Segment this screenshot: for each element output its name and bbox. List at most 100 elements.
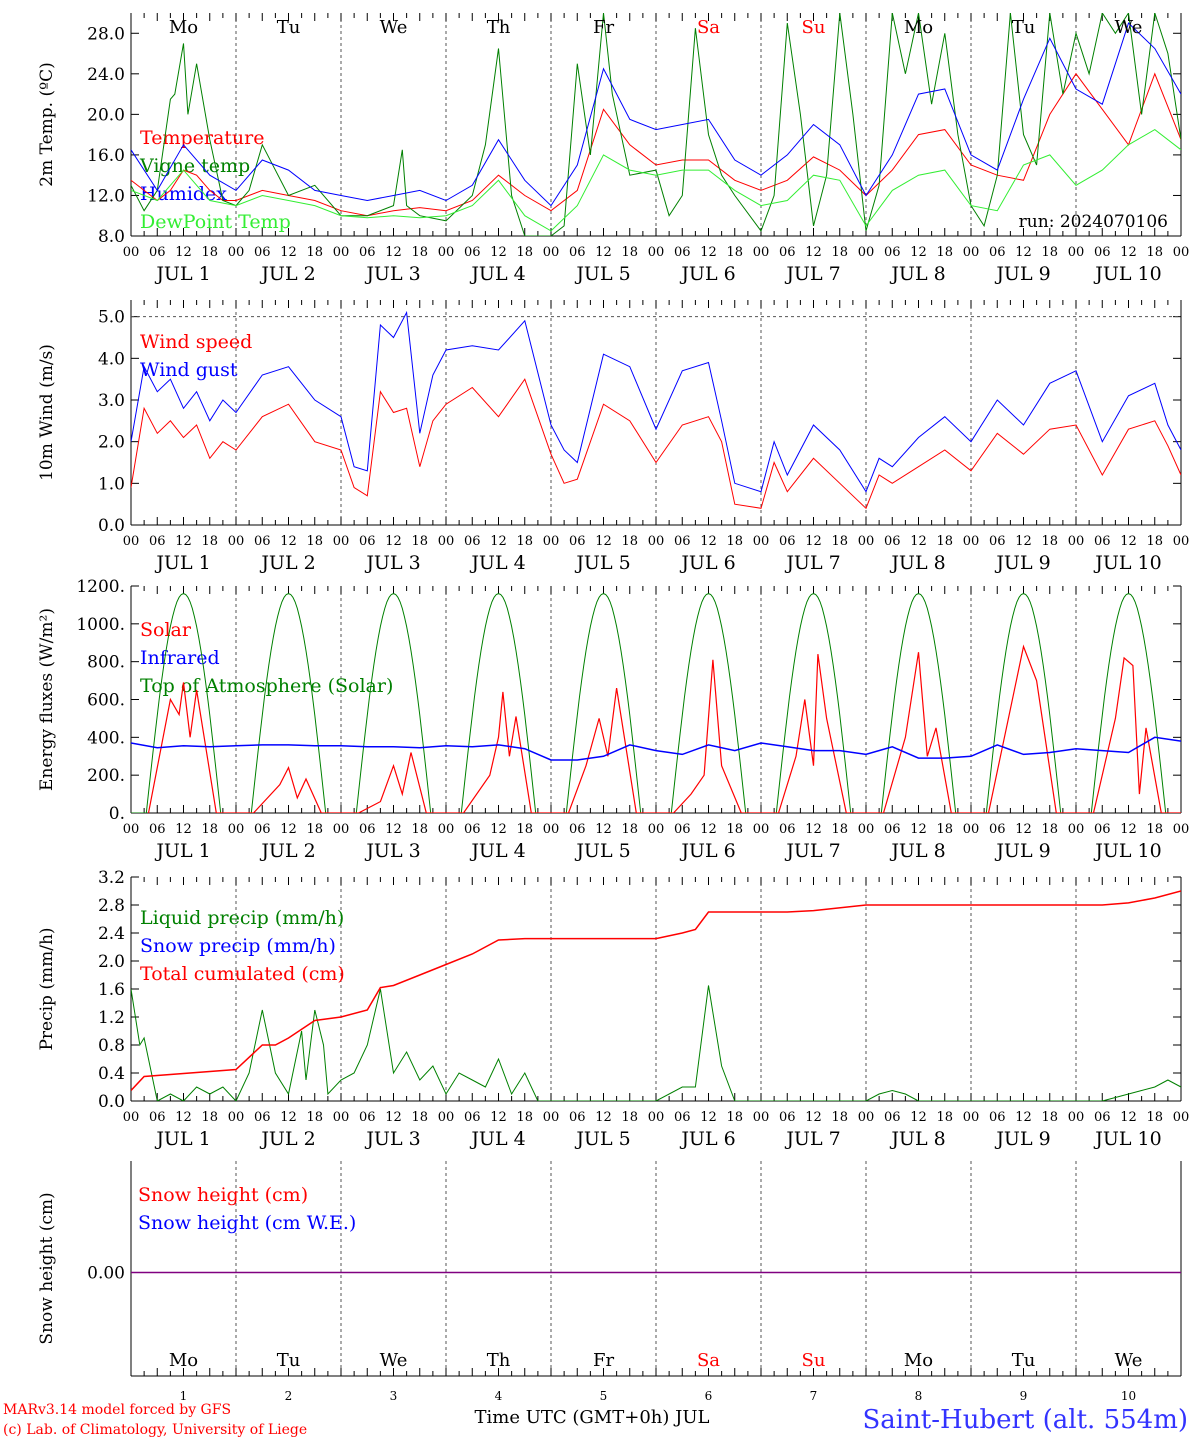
hour-tick-label: 12 bbox=[700, 822, 717, 837]
y-tick-label: 2.0 bbox=[98, 952, 125, 972]
hour-tick-label: 06 bbox=[149, 822, 166, 837]
hour-tick-label: 06 bbox=[464, 245, 481, 260]
series-line-liquid-precip-mm-h- bbox=[131, 985, 1181, 1101]
date-label: JUL 6 bbox=[679, 1128, 735, 1150]
hour-tick-label: 06 bbox=[149, 1110, 166, 1125]
credit-line-2: (c) Lab. of Climatology, University of L… bbox=[3, 1422, 307, 1438]
legend-entry: Wind speed bbox=[140, 331, 252, 353]
hour-tick-label: 00 bbox=[228, 1110, 245, 1125]
y-tick-label: 4.0 bbox=[98, 349, 125, 369]
panel-temperature: 8.0 12.0 16.0 20.0 24.0 28.0 2m Temp. (ºC) 00 06… bbox=[37, 13, 1189, 285]
day-number: 8 bbox=[915, 1389, 923, 1403]
hour-tick-label: 00 bbox=[963, 534, 980, 549]
hour-tick-label: 00 bbox=[648, 1110, 665, 1125]
hour-tick-label: 12 bbox=[175, 534, 192, 549]
y-tick-label: 0.8 bbox=[98, 1036, 125, 1056]
date-label: JUL 6 bbox=[679, 263, 735, 285]
date-label: JUL 3 bbox=[364, 263, 420, 285]
hour-tick-label: 00 bbox=[858, 245, 875, 260]
hour-tick-label: 00 bbox=[858, 1110, 875, 1125]
series-line-wind-gust bbox=[131, 310, 1181, 493]
hour-tick-label: 18 bbox=[831, 534, 848, 549]
hour-tick-label: 12 bbox=[280, 822, 297, 837]
day-name: Tu bbox=[277, 1350, 301, 1371]
day-name: Mo bbox=[169, 1350, 198, 1371]
hour-tick-label: 00 bbox=[123, 822, 140, 837]
date-label: JUL 9 bbox=[994, 552, 1050, 574]
hour-tick-label: 12 bbox=[1015, 822, 1032, 837]
hour-tick-label: 06 bbox=[674, 822, 691, 837]
hour-tick-label: 12 bbox=[910, 245, 927, 260]
day-name: Fr bbox=[593, 17, 614, 38]
legend-entry: Humidex bbox=[140, 183, 227, 205]
hour-tick-label: 00 bbox=[333, 245, 350, 260]
hour-tick-label: 06 bbox=[359, 822, 376, 837]
date-label: JUL 8 bbox=[889, 1128, 945, 1150]
hour-tick-label: 12 bbox=[175, 245, 192, 260]
date-label: JUL 2 bbox=[259, 840, 315, 862]
hour-tick-label: 00 bbox=[543, 1110, 560, 1125]
hour-tick-label: 18 bbox=[831, 245, 848, 260]
hour-tick-label: 18 bbox=[621, 534, 638, 549]
y-tick-label: 3.2 bbox=[98, 868, 125, 888]
hour-tick-label: 18 bbox=[306, 245, 323, 260]
run-label: run: 2024070106 bbox=[1019, 212, 1168, 232]
date-label: JUL 10 bbox=[1093, 840, 1161, 862]
hour-tick-label: 12 bbox=[280, 1110, 297, 1125]
hour-tick-label: 06 bbox=[674, 534, 691, 549]
hour-tick-label: 12 bbox=[385, 534, 402, 549]
legend-entry: DewPoint Temp bbox=[140, 211, 291, 233]
hour-tick-label: 06 bbox=[569, 534, 586, 549]
hour-tick-label: 18 bbox=[1041, 1110, 1058, 1125]
hour-tick-label: 00 bbox=[858, 534, 875, 549]
hour-tick-label: 18 bbox=[831, 822, 848, 837]
hour-tick-label: 00 bbox=[753, 245, 770, 260]
hour-tick-label: 12 bbox=[385, 245, 402, 260]
hour-tick-label: 00 bbox=[333, 1110, 350, 1125]
plot-area bbox=[131, 13, 1181, 236]
date-label: JUL 8 bbox=[889, 552, 945, 574]
hour-tick-label: 12 bbox=[700, 534, 717, 549]
y-tick-label: 0.00 bbox=[87, 1264, 125, 1284]
hour-tick-label: 06 bbox=[989, 1110, 1006, 1125]
hour-tick-label: 00 bbox=[963, 1110, 980, 1125]
day-number: 2 bbox=[285, 1389, 293, 1403]
hour-tick-label: 06 bbox=[884, 534, 901, 549]
y-tick-label: 0.0 bbox=[98, 516, 125, 536]
hour-tick-label: 12 bbox=[175, 822, 192, 837]
date-label: JUL 5 bbox=[574, 263, 630, 285]
date-label: JUL 4 bbox=[469, 840, 525, 862]
hour-tick-label: 00 bbox=[753, 534, 770, 549]
y-tick-label: 16.0 bbox=[87, 146, 125, 166]
day-number: 7 bbox=[810, 1389, 818, 1403]
hour-tick-label: 18 bbox=[1146, 534, 1163, 549]
hour-tick-label: 00 bbox=[1173, 245, 1190, 260]
hour-tick-label: 12 bbox=[490, 534, 507, 549]
hour-tick-label: 06 bbox=[674, 1110, 691, 1125]
date-label: JUL 10 bbox=[1093, 1128, 1161, 1150]
hour-tick-label: 12 bbox=[910, 534, 927, 549]
date-label: JUL 3 bbox=[364, 840, 420, 862]
hour-tick-label: 18 bbox=[726, 245, 743, 260]
legend-entry: Total cumulated (cm) bbox=[140, 963, 345, 985]
legend-entry: Top of Atmosphere (Solar) bbox=[140, 675, 393, 697]
hour-tick-label: 06 bbox=[254, 822, 271, 837]
hour-tick-label: 18 bbox=[1146, 245, 1163, 260]
plot-area bbox=[131, 890, 1181, 1101]
date-label: JUL 9 bbox=[994, 263, 1050, 285]
series-line-solar bbox=[147, 644, 1181, 813]
y-tick-label: 0.4 bbox=[98, 1064, 125, 1084]
day-name: Th bbox=[487, 17, 511, 38]
hour-tick-label: 06 bbox=[254, 245, 271, 260]
y-axis-label: 2m Temp. (ºC) bbox=[37, 62, 57, 187]
y-tick-label: 2.8 bbox=[98, 896, 125, 916]
date-label: JUL 8 bbox=[889, 840, 945, 862]
day-name: We bbox=[380, 1350, 408, 1371]
date-label: JUL 5 bbox=[574, 840, 630, 862]
hour-tick-label: 18 bbox=[516, 1110, 533, 1125]
hour-tick-label: 06 bbox=[464, 1110, 481, 1125]
plot-area bbox=[131, 310, 1181, 510]
hour-tick-label: 00 bbox=[543, 245, 560, 260]
hour-tick-label: 06 bbox=[884, 1110, 901, 1125]
